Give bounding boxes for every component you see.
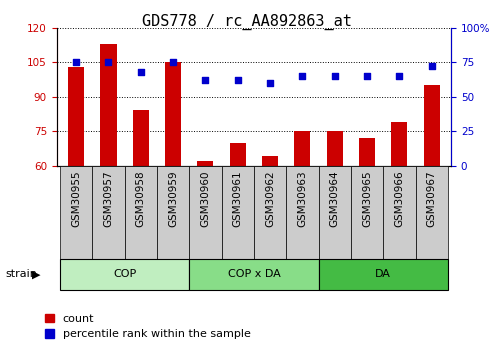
Text: GSM30959: GSM30959 [168,170,178,227]
Legend: count, percentile rank within the sample: count, percentile rank within the sample [45,314,250,339]
Point [202,77,210,83]
Point [363,73,371,79]
Bar [133,110,149,166]
Bar [359,138,375,166]
Text: GSM30961: GSM30961 [233,170,243,227]
Bar [157,166,189,259]
Bar [351,166,383,259]
Bar [221,166,254,259]
Bar [327,131,343,166]
Text: GSM30960: GSM30960 [200,170,211,227]
Text: GSM30966: GSM30966 [394,170,404,227]
Bar [254,166,286,259]
Text: COP: COP [113,269,136,279]
Bar [60,259,189,290]
Bar [60,166,92,259]
Text: GSM30963: GSM30963 [297,170,308,227]
Point [72,59,80,65]
Point [105,59,112,65]
Bar [423,85,440,166]
Text: GSM30967: GSM30967 [427,170,437,227]
Point [395,73,403,79]
Bar [230,142,246,166]
Bar [294,131,311,166]
Text: COP x DA: COP x DA [228,269,280,279]
Bar [165,62,181,166]
Bar [318,259,448,290]
Bar [391,122,407,166]
Text: GSM30962: GSM30962 [265,170,275,227]
Point [298,73,306,79]
Text: DA: DA [375,269,391,279]
Point [169,59,177,65]
Bar [101,44,116,166]
Text: GSM30958: GSM30958 [136,170,146,227]
Bar [318,166,351,259]
Point [428,63,436,69]
Bar [197,161,213,166]
Bar [189,259,318,290]
Text: GDS778 / rc_AA892863_at: GDS778 / rc_AA892863_at [141,14,352,30]
Text: GSM30965: GSM30965 [362,170,372,227]
Point [331,73,339,79]
Text: ▶: ▶ [32,269,40,279]
Point [234,77,242,83]
Bar [286,166,318,259]
Text: GSM30957: GSM30957 [104,170,113,227]
Bar [189,166,221,259]
Text: GSM30964: GSM30964 [330,170,340,227]
Bar [262,156,278,166]
Bar [68,67,84,166]
Text: strain: strain [5,269,37,279]
Bar [416,166,448,259]
Bar [125,166,157,259]
Point [137,69,144,75]
Bar [383,166,416,259]
Point [266,80,274,86]
Text: GSM30955: GSM30955 [71,170,81,227]
Bar [92,166,125,259]
